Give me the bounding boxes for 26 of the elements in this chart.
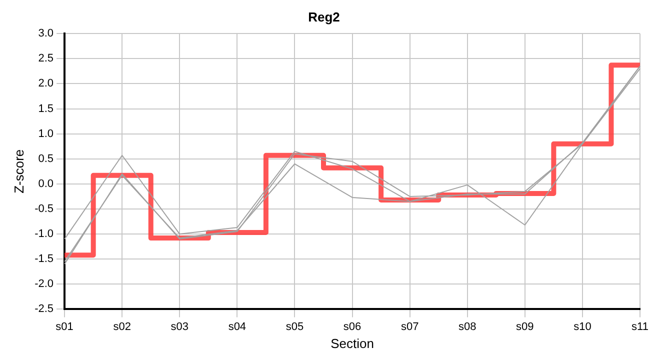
x-tick-label: s04 xyxy=(228,320,246,333)
x-tick-label: s01 xyxy=(56,320,74,333)
chart-title: Reg2 xyxy=(308,9,340,24)
x-tick-label: s10 xyxy=(574,320,592,333)
x-tick-label: s08 xyxy=(458,320,476,333)
y-tick-label: -0.5 xyxy=(34,203,54,216)
x-tick-label: s05 xyxy=(286,320,304,333)
x-tick-label: s07 xyxy=(400,320,419,333)
x-tick-label: s06 xyxy=(343,320,362,333)
y-tick-label: -2.0 xyxy=(34,278,54,290)
y-tick-label: -1.0 xyxy=(34,228,54,240)
y-tick-label: 3.0 xyxy=(38,28,54,40)
y-tick-label: -2.5 xyxy=(34,303,54,316)
x-axis-title: Section xyxy=(330,336,374,351)
y-tick-label: 0.0 xyxy=(38,178,54,190)
x-tick-label: s09 xyxy=(516,320,534,333)
x-tick-label: s11 xyxy=(632,320,648,333)
x-tick-label: s03 xyxy=(170,320,189,333)
y-tick-label: 0.5 xyxy=(38,152,54,165)
y-axis-title: Z-score xyxy=(11,149,26,194)
y-tick-label: 1.5 xyxy=(38,102,54,115)
y-tick-label: 1.0 xyxy=(38,128,54,140)
x-tick-label: s02 xyxy=(113,320,131,333)
y-tick-label: 2.5 xyxy=(38,52,54,65)
y-tick-label: 2.0 xyxy=(38,78,54,90)
y-tick-label: -1.5 xyxy=(34,253,54,266)
